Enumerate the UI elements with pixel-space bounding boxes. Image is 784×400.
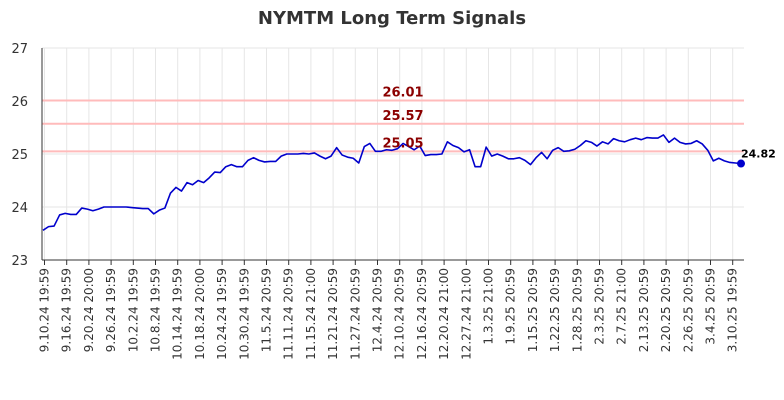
chart-title: NYMTM Long Term Signals — [257, 8, 527, 29]
x-tick-label: 12.10.24 20:59 — [393, 268, 407, 360]
x-tick-label: 1.15.25 20:59 — [526, 268, 540, 352]
signal-levels — [42, 99, 744, 153]
y-tick-label: 27 — [11, 42, 28, 57]
last-point-marker — [737, 159, 745, 168]
signal-level-label: 25.57 — [382, 109, 423, 124]
x-tick-label: 10.2.24 19:59 — [126, 268, 140, 352]
x-tick-label: 12.4.24 20:59 — [371, 268, 385, 352]
price-line — [42, 134, 742, 231]
x-tick-label: 12.27.24 21:00 — [459, 268, 473, 360]
x-tick-label: 2.13.25 20:59 — [637, 268, 651, 352]
x-tick-label: 1.22.25 20:59 — [548, 268, 562, 352]
x-tick-label: 2.3.25 20:59 — [593, 268, 607, 345]
grid-layer — [42, 47, 744, 261]
y-tick-label: 25 — [11, 148, 28, 163]
x-tick-label: 3.4.25 20:59 — [704, 268, 718, 345]
x-tick-label: 9.20.24 20:00 — [82, 268, 96, 352]
x-tick-label: 9.10.24 19:59 — [38, 268, 52, 352]
x-tick-label: 11.27.24 20:59 — [348, 268, 362, 360]
x-tick-label: 2.20.25 20:59 — [659, 268, 673, 352]
x-tick-label: 10.14.24 19:59 — [171, 268, 185, 360]
x-tick-label: 11.15.24 21:00 — [304, 268, 318, 360]
price-series — [42, 134, 745, 231]
x-tick-label: 10.24.24 19:59 — [215, 268, 229, 360]
x-tick-label: 11.21.24 20:59 — [326, 268, 340, 360]
x-tick-label: 10.18.24 20:00 — [193, 268, 207, 360]
x-tick-label: 1.3.25 21:00 — [482, 268, 496, 345]
signal-level-label: 25.05 — [382, 136, 423, 151]
y-tick-label: 26 — [11, 95, 28, 110]
x-tick-label: 12.20.24 21:00 — [437, 268, 451, 360]
x-tick-label: 12.16.24 20:59 — [415, 268, 429, 360]
labels: 26.01 25.57 25.05 24.82 — [382, 85, 775, 160]
x-tick-label: 11.5.24 20:59 — [260, 268, 274, 352]
x-tick-label: 10.30.24 19:59 — [237, 268, 251, 360]
y-tick-label: 24 — [11, 201, 28, 216]
axes: 23 24 25 26 27 9.10.24 19:59 9.16.24 19:59 9.20… — [11, 42, 744, 360]
x-tick-label: 1.9.25 20:59 — [504, 268, 518, 345]
last-value-label: 24.82 — [741, 148, 776, 161]
x-tick-label: 2.26.25 20:59 — [681, 268, 695, 352]
x-tick-label: 9.26.24 19:59 — [104, 268, 118, 352]
signal-level-label: 26.01 — [382, 85, 423, 100]
x-tick-label: 2.7.25 21:00 — [615, 268, 629, 345]
x-tick-label: 11.11.24 20:59 — [282, 268, 296, 360]
x-tick-label: 1.28.25 20:59 — [570, 268, 584, 352]
x-tick-label: 3.10.25 19:59 — [726, 268, 740, 352]
x-tick-label: 10.8.24 19:59 — [149, 268, 163, 352]
x-tick-label: 9.16.24 19:59 — [60, 268, 74, 352]
y-tick-label: 23 — [11, 254, 28, 269]
